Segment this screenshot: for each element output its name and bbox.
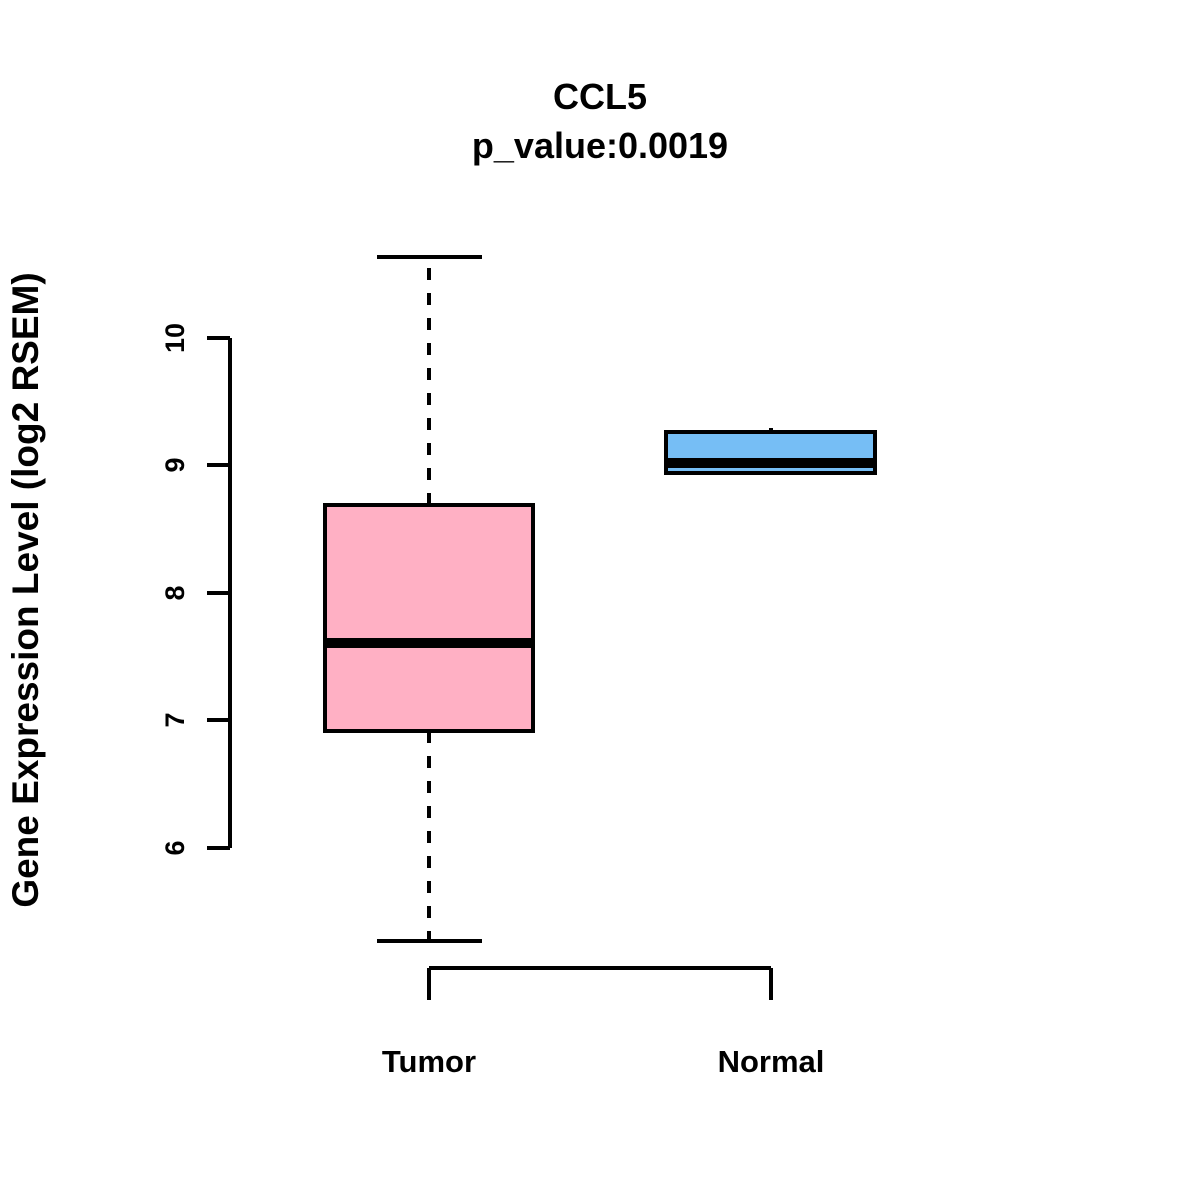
box-group-tumor bbox=[323, 255, 535, 943]
y-axis: 10 9 8 7 6 bbox=[160, 323, 232, 856]
y-tick-label-8: 8 bbox=[160, 585, 190, 600]
y-tick-label-6: 6 bbox=[160, 840, 190, 855]
y-axis-title: Gene Expression Level (log2 RSEM) bbox=[5, 272, 46, 907]
box-group-normal bbox=[664, 428, 877, 475]
y-tick-label-7: 7 bbox=[160, 712, 190, 727]
x-label-normal: Normal bbox=[718, 1044, 825, 1079]
x-label-tumor: Tumor bbox=[382, 1044, 476, 1079]
y-tick-label-10: 10 bbox=[160, 323, 190, 353]
y-tick-label-9: 9 bbox=[160, 457, 190, 472]
tumor-box bbox=[323, 503, 535, 733]
chart-title: CCL5 bbox=[553, 76, 647, 117]
chart-subtitle: p_value:0.0019 bbox=[472, 125, 728, 166]
x-axis: Tumor Normal bbox=[382, 966, 825, 1079]
